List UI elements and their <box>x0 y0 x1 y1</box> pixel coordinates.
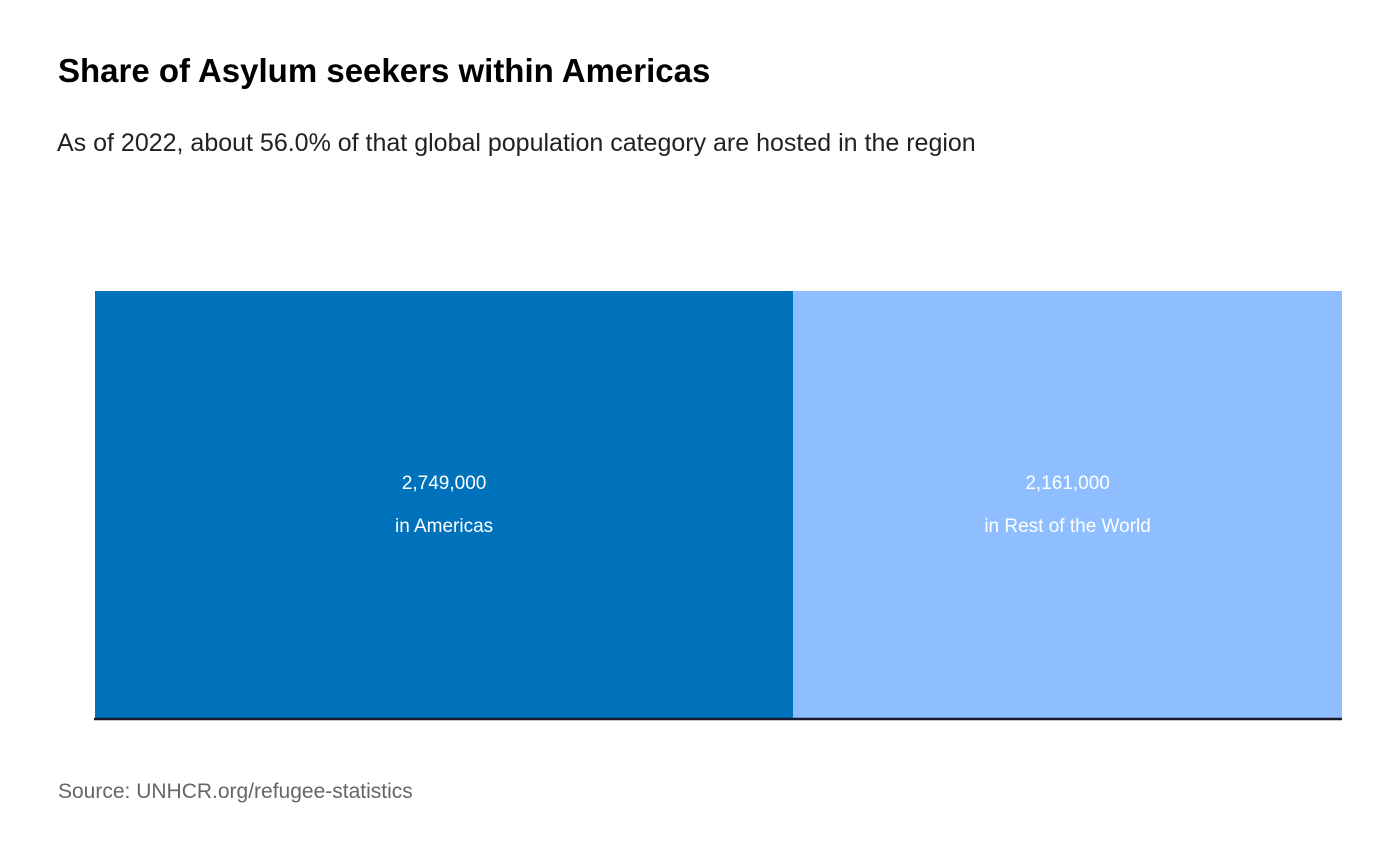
segment-label: in Rest of the World <box>984 516 1151 537</box>
source: Source: UNHCR.org/refugee-statistics <box>58 780 413 803</box>
chart-subtitle: As of 2022, about 56.0% of that global p… <box>57 129 976 157</box>
bar-segment <box>95 291 794 719</box>
value-label: 2,749,000 <box>402 473 487 494</box>
bar-segment <box>793 291 1342 719</box>
chart-title: Share of Asylum seekers within Americas <box>58 52 711 89</box>
value-label: 2,161,000 <box>1025 473 1110 494</box>
segment-label: in Americas <box>395 516 493 537</box>
